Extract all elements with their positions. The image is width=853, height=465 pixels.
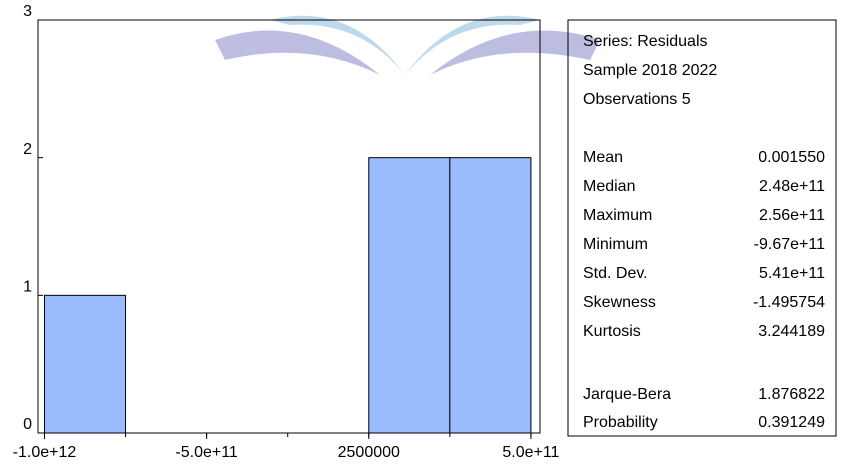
- stat-value: -1.495754: [753, 294, 825, 311]
- stats-header: Sample 2018 2022: [583, 62, 717, 79]
- stat-value: -9.67e+11: [754, 236, 825, 253]
- stat-value: 3.244189: [758, 323, 825, 340]
- stat-label: Std. Dev.: [583, 265, 648, 282]
- y-tick-label: 0: [23, 416, 32, 433]
- stat-label: Jarque-Bera: [583, 386, 671, 403]
- stat-value: 0.001550: [758, 149, 825, 166]
- stat-value: 1.876822: [758, 386, 825, 403]
- stat-value: 2.48e+11: [759, 178, 825, 195]
- stats-frame: [568, 20, 836, 436]
- watermark: [215, 16, 600, 75]
- y-tick-label: 1: [23, 279, 32, 296]
- stat-label: Kurtosis: [583, 323, 641, 340]
- bar: [44, 295, 125, 433]
- x-tick-label: -1.0e+12: [13, 444, 77, 461]
- stat-label: Median: [583, 178, 635, 195]
- stat-label: Mean: [583, 149, 623, 166]
- x-tick-label: 2500000: [338, 444, 400, 461]
- stat-label: Skewness: [583, 294, 656, 311]
- chart: 0 1 2 3 -1.0e+12 -5.0e+11 2500000 5.0e+11 Series…: [0, 0, 853, 465]
- stat-label: Minimum: [583, 236, 648, 253]
- bar: [450, 158, 531, 433]
- x-tick-label: 5.0e+11: [502, 444, 559, 461]
- bar: [369, 158, 450, 433]
- stats-header: Series: Residuals: [583, 33, 708, 50]
- stats-header: Observations 5: [583, 91, 691, 108]
- stat-label: Maximum: [583, 207, 652, 224]
- stat-value: 2.56e+11: [759, 207, 825, 224]
- stat-value: 0.391249: [758, 414, 825, 431]
- x-tick-label: -5.0e+11: [175, 444, 238, 461]
- y-tick-label: 3: [23, 3, 32, 20]
- y-tick-label: 2: [23, 141, 32, 158]
- page: 0 1 2 3 -1.0e+12 -5.0e+11 2500000 5.0e+11 Series…: [0, 0, 853, 465]
- stat-label: Probability: [583, 414, 658, 431]
- stat-value: 5.41e+11: [759, 265, 825, 282]
